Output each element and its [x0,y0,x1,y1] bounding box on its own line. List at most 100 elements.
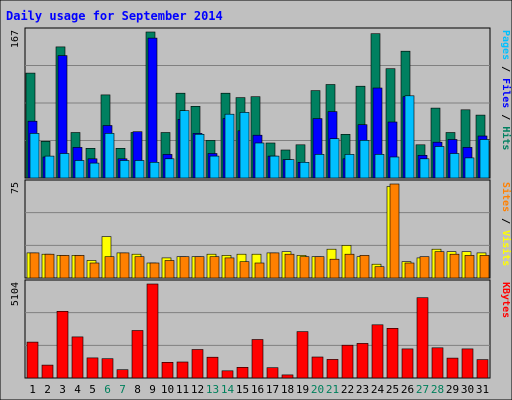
bar-kbytes-day-16 [251,339,264,379]
day-label: 8 [134,383,141,396]
series-legend-label: Pages / Files / Hits [500,30,512,150]
day-label: 17 [266,383,279,396]
bar-files-day-9 [147,37,158,179]
usage-panel-kbytes: 5104 KBytes [10,279,511,379]
bar-kbytes-day-8 [131,330,144,379]
bar-pages-day-17 [269,155,280,179]
bar-sites-day-30 [464,255,475,279]
legend-label-part: / [500,60,511,78]
bar-kbytes-day-28 [431,347,444,379]
day-label: 30 [461,383,474,396]
day-label: 12 [191,383,204,396]
bar-pages-day-14 [224,113,235,179]
bar-kbytes-day-12 [191,349,204,379]
bar-pages-day-30 [464,157,475,179]
bar-sites-day-23 [359,255,370,279]
legend-label-part: KBytes [500,282,511,318]
day-label: 21 [326,383,339,396]
bar-pages-day-1 [29,133,40,179]
day-label: 18 [281,383,294,396]
bar-kbytes-day-7 [116,369,129,379]
bar-pages-day-8 [134,160,145,179]
bar-kbytes-day-26 [401,348,414,379]
bar-pages-day-5 [89,162,100,179]
y-max-label: 75 [10,182,21,194]
bar-sites-day-4 [74,255,85,279]
bar-kbytes-day-31 [476,359,489,379]
bar-kbytes-day-2 [41,364,54,379]
bar-pages-day-18 [284,159,295,179]
bar-kbytes-day-21 [326,359,339,379]
bar-sites-day-19 [299,256,310,279]
bar-sites-day-14 [224,257,235,279]
day-label: 2 [44,383,51,396]
bar-sites-day-15 [239,261,250,279]
bar-kbytes-day-14 [221,370,234,379]
bar-sites-day-12 [194,256,205,279]
bar-kbytes-day-9 [146,283,159,379]
day-label: 25 [386,383,399,396]
bar-kbytes-day-24 [371,324,384,379]
bar-kbytes-day-22 [341,344,354,379]
bar-sites-day-26 [404,262,415,279]
day-label: 1 [29,383,36,396]
y-max-label: 167 [10,30,21,48]
bar-kbytes-day-30 [461,348,474,379]
bar-sites-day-24 [374,266,385,279]
legend-label-part: / [500,212,511,230]
bar-kbytes-day-29 [446,357,459,379]
legend-label-part: Hits [500,126,512,150]
day-label: 28 [431,383,444,396]
bar-pages-day-20 [314,154,325,179]
bar-sites-day-10 [164,260,175,279]
bar-sites-day-6 [104,256,115,279]
bar-kbytes-day-20 [311,356,324,379]
bar-sites-day-17 [269,252,280,279]
day-label: 5 [89,383,96,396]
bar-kbytes-day-17 [266,367,279,379]
bar-sites-day-29 [449,253,460,279]
day-label: 11 [176,383,189,396]
legend-label-part: / [500,108,511,126]
day-label: 19 [296,383,309,396]
bar-pages-day-15 [239,112,250,179]
series-legend-label: KBytes [500,282,511,318]
bar-pages-day-22 [344,154,355,179]
day-label: 14 [221,383,235,396]
bar-sites-day-9 [149,262,160,279]
bar-kbytes-day-27 [416,297,429,379]
day-label: 23 [356,383,369,396]
bar-sites-day-11 [179,256,190,279]
bar-pages-day-10 [164,158,175,179]
day-label: 29 [446,383,459,396]
bar-kbytes-day-25 [386,327,399,379]
bar-sites-day-2 [44,253,55,279]
chart-title: Daily usage for September 2014 [6,9,223,23]
bar-pages-day-3 [59,153,70,179]
bar-kbytes-day-3 [56,310,69,379]
usage-panel-pages-files-hits: 167 Pages / Files / Hits [10,27,512,179]
bar-pages-day-24 [374,154,385,179]
day-label: 13 [206,383,219,396]
bar-sites-day-21 [329,258,340,279]
day-label: 20 [311,383,324,396]
legend-label-part: Sites [500,182,512,212]
legend-label-part: Visits [500,230,512,266]
bar-sites-day-3 [59,255,70,279]
day-label: 7 [119,383,126,396]
bar-pages-day-16 [254,142,265,179]
bar-sites-day-8 [134,256,145,279]
bar-kbytes-day-4 [71,336,84,379]
bar-pages-day-13 [209,155,220,179]
bar-sites-day-25 [389,183,400,279]
bar-pages-day-29 [449,153,460,179]
day-label: 22 [341,383,354,396]
bar-sites-day-7 [119,252,130,279]
bar-sites-day-13 [209,256,220,279]
bar-sites-day-27 [419,256,430,279]
bar-pages-day-26 [404,95,415,179]
bar-sites-day-22 [344,253,355,279]
day-label: 15 [236,383,249,396]
bar-kbytes-day-15 [236,366,249,379]
